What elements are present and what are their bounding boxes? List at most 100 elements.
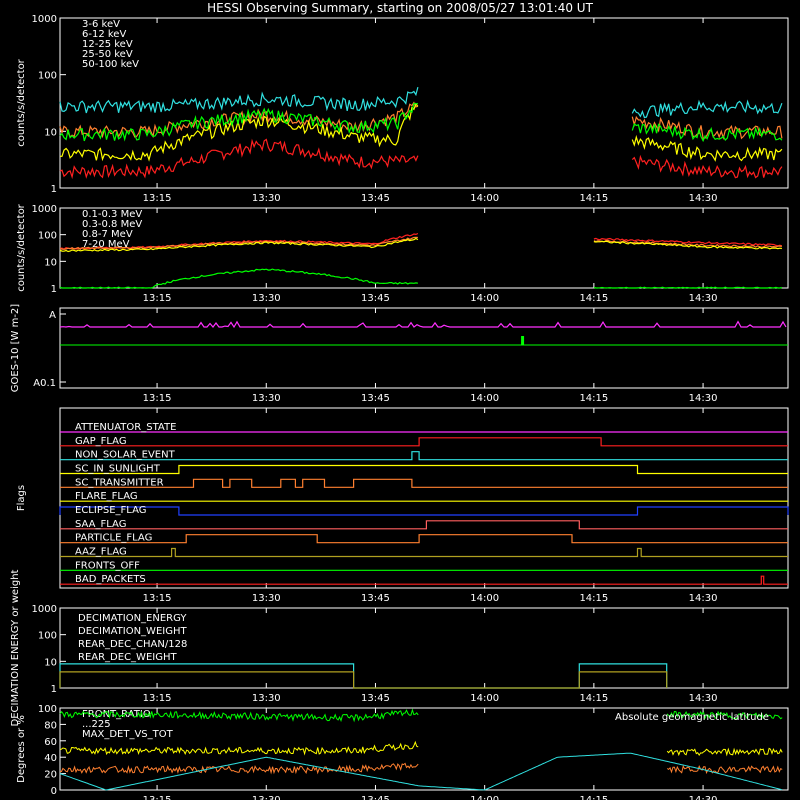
- annotation-text: Absolute geomagnetic latitude: [615, 712, 769, 723]
- y-tick-label: 1000: [32, 14, 57, 25]
- flag-line: [60, 478, 788, 488]
- x-tick-label: 14:15: [579, 293, 608, 304]
- x-tick-label: 13:30: [252, 293, 281, 304]
- legend-entry: REAR_DEC_WEIGHT: [78, 652, 177, 663]
- panels: 13:15 13:30 13:45 14:00 14:15 14:30 counts/s/d…: [10, 14, 789, 800]
- legend-entry: 25-50 keV: [82, 49, 133, 60]
- flag-label: BAD_PACKETS: [75, 574, 146, 585]
- x-tick-label: 13:45: [361, 393, 390, 404]
- flag-label: ATTENUATOR_STATE: [75, 422, 176, 433]
- x-tick-label: 13:15: [143, 693, 172, 704]
- legend-entry: 0.1-0.3 MeV: [82, 209, 142, 220]
- series-line: [59, 236, 782, 251]
- x-tick-label: 13:15: [143, 795, 172, 800]
- x-tick-label: 14:30: [689, 795, 718, 800]
- panel-frame: [59, 707, 789, 791]
- y-axis-label: GOES-10 [W m-2]: [10, 304, 21, 392]
- y-tick-label: 60: [44, 737, 57, 748]
- x-tick-label: 14:30: [689, 593, 718, 604]
- y-tick-label: 40: [44, 753, 57, 764]
- flag-line: [60, 437, 788, 447]
- flag-line: [60, 547, 788, 558]
- x-tick-label: 13:45: [361, 693, 390, 704]
- x-tick-label: 13:30: [252, 593, 281, 604]
- legend-entry: 3-6 keV: [82, 19, 120, 30]
- x-tick-label: 14:00: [470, 693, 499, 704]
- flag-label: SC_TRANSMITTER: [75, 477, 164, 488]
- flag-label: SAA_FLAG: [75, 519, 126, 530]
- y-tick-label: 10: [44, 257, 57, 268]
- y-tick-label: 1000: [32, 204, 57, 215]
- x-tick-label: 14:15: [579, 593, 608, 604]
- y-tick-label: A0.1: [33, 378, 56, 389]
- legend-entry: DECIMATION_WEIGHT: [78, 626, 187, 637]
- y-tick-label: 100: [38, 231, 57, 242]
- x-tick-label: 14:15: [579, 693, 608, 704]
- x-tick-label: 13:30: [252, 393, 281, 404]
- y-tick-label: 10: [44, 657, 57, 668]
- series-spike: [521, 336, 525, 345]
- x-tick-label: 13:30: [252, 693, 281, 704]
- x-tick-label: 13:15: [143, 293, 172, 304]
- x-tick-label: 14:15: [579, 193, 608, 204]
- x-tick-label: 14:00: [470, 293, 499, 304]
- x-tick-label: 13:30: [252, 795, 281, 800]
- flag-line: [59, 506, 789, 516]
- y-axis-label: Degrees or %: [16, 715, 27, 783]
- series-line: [59, 752, 783, 791]
- legend-entry: DECIMATION_ENERGY: [78, 613, 187, 624]
- flag-label: PARTICLE_FLAG: [75, 533, 152, 544]
- x-tick-label: 13:15: [143, 193, 172, 204]
- legend-entry: 12-25 keV: [82, 39, 133, 50]
- flag-label: FRONTS_OFF: [75, 560, 140, 571]
- x-tick-label: 13:45: [361, 193, 390, 204]
- y-axis-label: DECIMATION ENERGY or weight: [10, 569, 21, 726]
- y-tick-label: 10: [44, 127, 57, 138]
- series-line: [59, 671, 668, 689]
- y-tick-label: 100: [38, 71, 57, 82]
- flag-label: NON_SOLAR_EVENT: [75, 450, 176, 461]
- series-line: [59, 320, 787, 329]
- y-tick-label: 20: [44, 770, 57, 781]
- y-tick-label: 100: [38, 631, 57, 642]
- y-tick-label: 0: [51, 786, 57, 797]
- series-line: [59, 740, 783, 757]
- y-tick-label: 1000: [32, 604, 57, 615]
- legend-entry: 50-100 keV: [82, 59, 139, 70]
- x-tick-label: 14:00: [470, 795, 499, 800]
- panel-frame: [59, 17, 789, 189]
- flag-line: [60, 575, 788, 585]
- legend-entry: MAX_DET_VS_TOT: [82, 729, 174, 740]
- flag-label: GAP_FLAG: [75, 436, 127, 447]
- flag-label: AAZ_FLAG: [75, 547, 127, 558]
- panel-frame: [59, 407, 789, 589]
- flag-line: [60, 534, 788, 544]
- x-tick-label: 13:15: [143, 593, 172, 604]
- x-tick-label: 13:45: [361, 293, 390, 304]
- y-tick-label: 100: [38, 704, 57, 715]
- series-line: [59, 86, 783, 119]
- y-tick-label: A: [49, 310, 56, 321]
- legend-entry: 6-12 keV: [82, 29, 126, 40]
- series-line: [59, 232, 783, 250]
- y-tick-label: 1: [51, 284, 57, 295]
- x-tick-label: 14:15: [579, 795, 608, 800]
- x-tick-label: 14:00: [470, 593, 499, 604]
- flag-label: FLARE_FLAG: [75, 491, 138, 502]
- legend-entry: ...225: [82, 719, 111, 730]
- y-tick-label: 1: [51, 684, 57, 695]
- y-axis-label: counts/s/detector: [16, 58, 27, 146]
- flag-line: [60, 520, 788, 530]
- flag-line: [60, 451, 788, 461]
- panel-frame: [59, 307, 789, 389]
- legend-entry: 0.8-7 MeV: [82, 229, 133, 240]
- series-line: [59, 237, 782, 253]
- x-tick-label: 13:30: [252, 193, 281, 204]
- x-tick-label: 13:15: [143, 393, 172, 404]
- flag-label: SC_IN_SUNLIGHT: [75, 464, 161, 475]
- x-tick-label: 14:15: [579, 393, 608, 404]
- x-tick-label: 13:45: [361, 593, 390, 604]
- x-tick-label: 14:30: [689, 193, 718, 204]
- x-tick-label: 14:30: [689, 693, 718, 704]
